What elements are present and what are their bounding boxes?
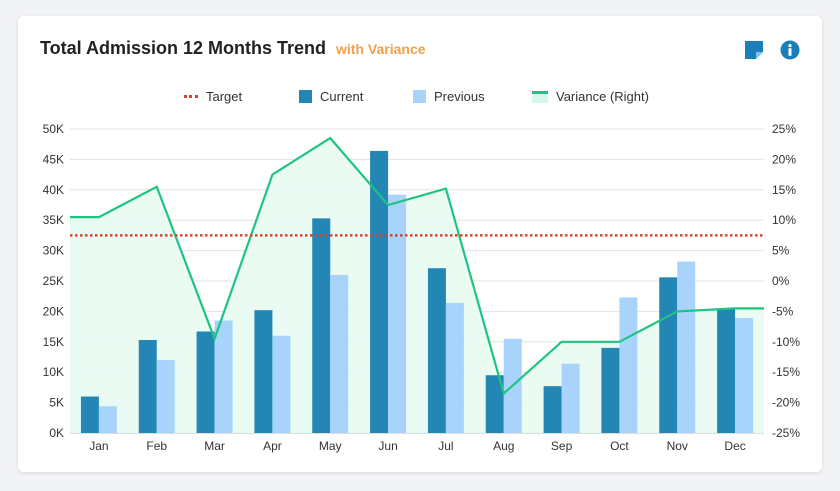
y-left-tick-label: 20K [43, 304, 64, 318]
x-tick-label: Oct [610, 439, 629, 453]
variance-swatch [532, 90, 548, 103]
y-right-tick-label: -15% [772, 365, 800, 379]
bar-current [312, 218, 331, 433]
y-left-tick-label: 40K [43, 183, 64, 197]
y-right-tick-label: 10% [772, 213, 796, 227]
bar-previous [330, 274, 349, 433]
legend-item-previous[interactable]: Previous [413, 89, 485, 104]
x-tick-label: Dec [724, 439, 745, 453]
bar-current [138, 339, 157, 433]
legend: Target Current Previous Variance (Right) [18, 89, 822, 109]
y-right-tick-label: 20% [772, 152, 796, 166]
legend-label-target: Target [206, 89, 243, 104]
y-right-tick-label: 5% [772, 244, 790, 258]
bar-current [543, 386, 562, 433]
bar-previous [561, 363, 580, 433]
target-swatch [184, 95, 198, 98]
x-tick-label: Mar [204, 439, 225, 453]
bar-previous [445, 302, 464, 433]
x-tick-label: Aug [493, 439, 514, 453]
y-left-tick-label: 25K [43, 274, 64, 288]
bar-previous [388, 194, 407, 433]
y-right-tick-label: 0% [772, 274, 790, 288]
x-tick-label: Jan [89, 439, 108, 453]
x-tick-label: Jun [378, 439, 397, 453]
y-right-tick-label: -20% [772, 396, 800, 410]
bar-current [717, 308, 736, 433]
x-tick-label: Feb [146, 439, 167, 453]
bar-current [601, 347, 620, 433]
y-left-tick-label: 0K [49, 426, 64, 440]
note-icon[interactable] [744, 40, 764, 60]
bar-current [196, 331, 215, 433]
chart-subtitle: with Variance [336, 41, 426, 57]
y-left-tick-label: 10K [43, 365, 64, 379]
y-left-tick-label: 35K [43, 213, 64, 227]
bar-previous [156, 360, 175, 433]
info-icon[interactable] [780, 40, 800, 60]
y-right-tick-label: 15% [772, 183, 796, 197]
bar-current [659, 277, 678, 433]
combo-chart: 0K 5K 10K 15K 20K 25K 30K 35K 40K 45K 50K -25% -20% -… [43, 122, 801, 453]
bar-previous [98, 406, 117, 433]
bar-previous [677, 261, 696, 433]
variance-line [70, 136, 764, 396]
y-right-tick-label: -25% [772, 426, 800, 440]
variance-area [70, 138, 764, 433]
x-tick-label: Sep [551, 439, 573, 453]
bar-current [370, 150, 389, 433]
bar-previous [214, 320, 233, 433]
y-left-tick-label: 50K [43, 122, 64, 136]
bar-previous [619, 297, 638, 433]
chart-title: Total Admission 12 Months Trend [40, 38, 327, 58]
y-right-tick-label: -10% [772, 335, 800, 349]
y-left-tick-label: 15K [43, 335, 64, 349]
legend-item-current[interactable]: Current [299, 89, 363, 104]
legend-item-target[interactable]: Target [184, 89, 242, 104]
x-tick-label: Nov [667, 439, 688, 453]
legend-label-variance: Variance (Right) [556, 89, 649, 104]
y-right-tick-label: -5% [772, 304, 794, 318]
legend-label-previous: Previous [434, 89, 485, 104]
previous-swatch [413, 90, 426, 103]
x-tick-label: May [319, 439, 342, 453]
bar-previous [735, 318, 754, 433]
bar-current [485, 375, 504, 433]
bar-previous [272, 335, 291, 433]
current-swatch [299, 90, 312, 103]
chart-card: Total Admission 12 Months Trend with Var… [18, 16, 822, 472]
bar-current [254, 310, 273, 433]
y-right-tick-label: 25% [772, 122, 796, 136]
legend-label-current: Current [320, 89, 364, 104]
y-left-tick-label: 30K [43, 244, 64, 258]
header: Total Admission 12 Months Trend with Var… [40, 38, 426, 59]
x-tick-label: Jul [438, 439, 453, 453]
x-tick-label: Apr [263, 439, 282, 453]
bar-current [80, 396, 99, 433]
y-left-tick-label: 45K [43, 152, 64, 166]
y-left-tick-label: 5K [49, 396, 64, 410]
legend-item-variance[interactable]: Variance (Right) [532, 89, 649, 104]
bar-current [427, 268, 446, 433]
